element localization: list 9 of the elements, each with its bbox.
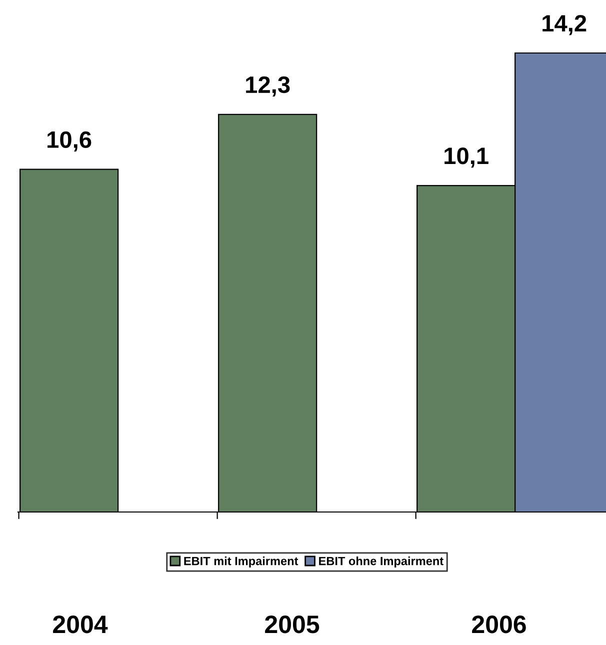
- x-tick-label: 2005: [265, 616, 320, 634]
- legend-label: EBIT mit Impairment: [184, 556, 298, 568]
- x-tick-label: 2006: [472, 616, 526, 634]
- x-tick-label: 2004: [53, 616, 108, 634]
- data-label: 10,1: [444, 147, 488, 168]
- data-label: 12,3: [246, 76, 290, 97]
- data-label: 14,2: [542, 14, 586, 36]
- legend-label: EBIT ohne Impairment: [319, 556, 444, 568]
- data-label: 10,6: [48, 131, 92, 152]
